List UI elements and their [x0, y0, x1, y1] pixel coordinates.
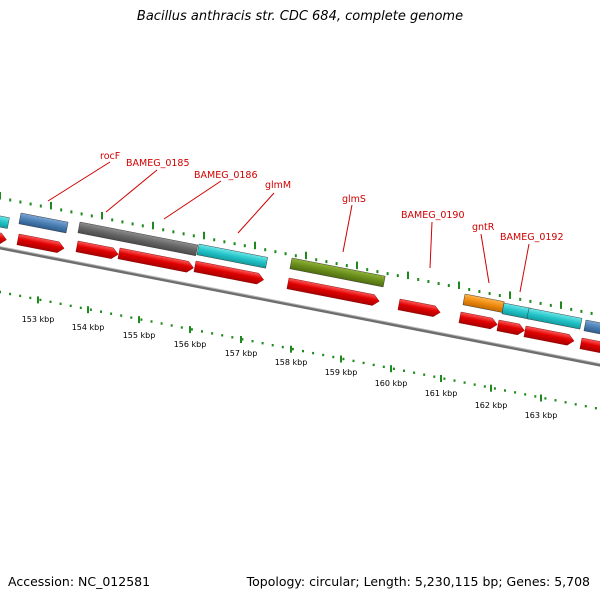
gene-label[interactable]: glmS — [342, 194, 366, 205]
genome-backbone — [0, 246, 600, 367]
cds-arrow — [579, 337, 600, 354]
cds-arrow — [286, 277, 380, 306]
gene-label[interactable]: gntR — [472, 222, 495, 233]
scale-label: 158 kbp — [275, 358, 308, 367]
outer-ruler-ticks — [0, 192, 593, 315]
feature-block-cyan — [526, 307, 583, 330]
feature-block-steel — [18, 212, 69, 234]
label-leader-line — [480, 233, 490, 284]
gene-label[interactable]: BAMEG_0186 — [194, 170, 258, 181]
label-leader-line — [342, 204, 353, 253]
scale-label: 159 kbp — [325, 368, 358, 377]
scale-label: 162 kbp — [475, 401, 508, 410]
feature-block-gray — [77, 221, 199, 256]
gene-label[interactable]: rocF — [100, 151, 120, 162]
scale-label: 161 kbp — [425, 389, 458, 398]
feature-block-steel — [583, 319, 600, 337]
genome-summary-text: Topology: circular; Length: 5,230,115 bp… — [246, 574, 590, 589]
gene-label[interactable]: BAMEG_0190 — [401, 210, 465, 221]
cds-arrow — [523, 325, 575, 346]
feature-block-cyan — [501, 302, 532, 320]
feature-block-cyan — [196, 243, 268, 269]
scale-label: 157 kbp — [225, 349, 258, 358]
scale-label: 163 kbp — [525, 411, 558, 420]
cds-arrow — [117, 247, 194, 273]
cds-arrow — [0, 228, 7, 245]
scale-label: 160 kbp — [375, 379, 408, 388]
inner-scale-ruler: 153 kbp 154 kbp 155 kbp 156 kbp 157 kbp 158 k… — [0, 290, 597, 420]
feature-block-olive — [289, 257, 386, 288]
cds-arrow — [458, 311, 498, 330]
genome-backbone-highlight — [0, 246, 600, 365]
feature-block-cyan — [0, 211, 10, 229]
map-title: Bacillus anthracis str. CDC 684, complet… — [136, 9, 464, 24]
label-leader-line — [47, 161, 111, 202]
label-leader-line — [237, 192, 275, 234]
accession-text: Accession: NC_012581 — [8, 574, 151, 589]
gene-label[interactable]: BAMEG_0192 — [500, 232, 564, 243]
scale-label: 153 kbp — [22, 315, 55, 324]
gene-label[interactable]: BAMEG_0185 — [126, 158, 190, 169]
label-leader-line — [429, 221, 433, 269]
scale-label: 154 kbp — [72, 323, 105, 332]
cds-arrow — [16, 233, 65, 253]
scale-label: 155 kbp — [123, 331, 156, 340]
label-leader-line — [105, 169, 158, 213]
label-leader-line — [163, 180, 222, 220]
feature-track — [0, 211, 600, 354]
cds-arrow — [397, 298, 441, 317]
label-leader-line — [519, 243, 530, 293]
cds-arrow — [193, 260, 264, 285]
cds-arrow — [496, 319, 525, 336]
gene-label[interactable]: glmM — [265, 180, 291, 191]
feature-block-orange — [462, 293, 505, 313]
scale-label: 156 kbp — [174, 340, 207, 349]
gene-labels: rocF BAMEG_0185 BAMEG_0186 glmM glmS BAMEG_01… — [47, 151, 564, 293]
cds-arrow — [75, 240, 119, 259]
